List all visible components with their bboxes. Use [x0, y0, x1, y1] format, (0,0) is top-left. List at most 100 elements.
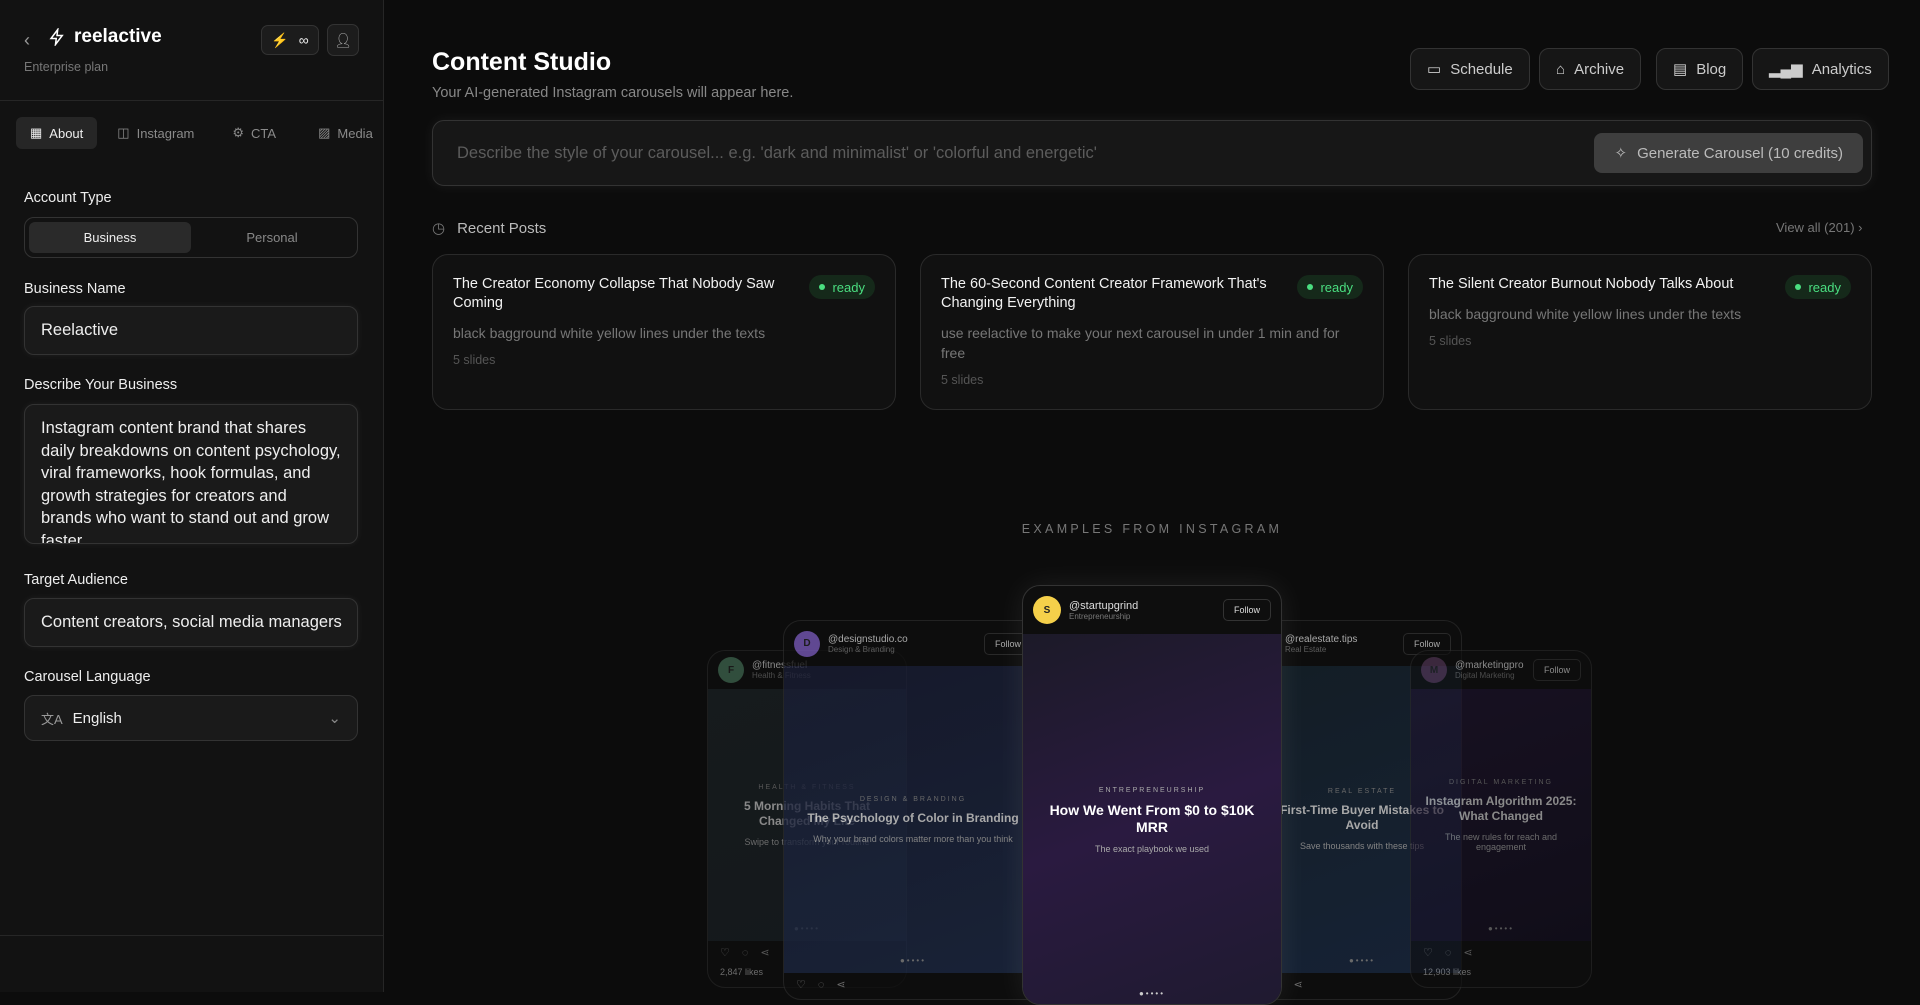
example-phone: D @designstudio.co Design & Branding Follow…	[783, 620, 1043, 1000]
tab-label: About	[49, 125, 84, 141]
brand: reelactive	[48, 26, 162, 48]
business-name-label: Business Name	[24, 281, 126, 297]
language-label: Carousel Language	[24, 669, 151, 685]
view-all-link[interactable]: View all (201) ›	[1776, 220, 1863, 235]
follow-button[interactable]: Follow	[1532, 659, 1581, 681]
slide-category: DESIGN & BRANDING	[859, 795, 967, 803]
calendar-icon: ▭	[1427, 61, 1442, 78]
plan-label: Enterprise plan	[24, 60, 109, 74]
user-button[interactable]: 👤︎	[327, 24, 359, 56]
category: Design & Branding	[828, 644, 895, 654]
building-icon: ▦	[30, 125, 43, 140]
prompt-bar: ✧ Generate Carousel (10 credits)	[432, 120, 1872, 186]
slide-subtitle: Why your brand colors matter more than y…	[813, 833, 1013, 844]
audience-input[interactable]: Content creators, social media managers	[24, 598, 358, 647]
tab-label: Instagram	[136, 125, 195, 141]
analytics-button[interactable]: ▂▄▆ Analytics	[1752, 48, 1889, 90]
view-all-label: View all (201)	[1776, 220, 1855, 235]
credits-value: ∞	[298, 32, 309, 48]
slide-category: DIGITAL MARKETING	[1448, 778, 1553, 786]
avatar: D	[794, 630, 820, 657]
status-badge: ready	[1785, 275, 1851, 299]
post-slide-count: 5 slides	[941, 373, 984, 387]
page-title: Content Studio	[432, 48, 612, 76]
status-badge: ready	[809, 275, 875, 299]
language-value: English	[72, 709, 122, 727]
account-type-business[interactable]: Business	[29, 222, 191, 253]
slide: DIGITAL MARKETING Instagram Algorithm 202…	[1411, 689, 1591, 941]
newspaper-icon: ▤	[1673, 61, 1688, 78]
tab-media[interactable]: ▨ Media	[300, 117, 391, 149]
slide: ENTREPRENEURSHIP How We Went From $0 to $…	[1023, 634, 1281, 1004]
audience-value: Content creators, social media managers	[41, 613, 342, 631]
back-chevron-icon[interactable]: ‹	[24, 30, 30, 50]
tab-label: CTA	[251, 125, 277, 141]
share-icon: ⋖	[760, 947, 770, 959]
bolt-icon: ⚡	[271, 31, 289, 48]
bolt-icon	[49, 28, 64, 46]
handle: @marketingpro	[1455, 660, 1524, 671]
likes-label: likes	[745, 967, 764, 977]
handle: @realestate.tips	[1285, 633, 1358, 645]
comment-icon: ◌	[817, 979, 825, 991]
sidebar: ‹ reelactive Enterprise plan ⚡ ∞ 👤︎ ▦ Abou…	[0, 0, 384, 992]
post-description: black bagground white yellow lines under…	[1429, 306, 1742, 322]
clock-icon: ◷	[432, 220, 446, 237]
tab-cta[interactable]: ⚙ CTA	[214, 117, 294, 149]
gear-icon: ⚙	[232, 125, 245, 140]
button-label: Schedule	[1450, 60, 1513, 78]
share-icon: ⋖	[836, 979, 846, 991]
post-description: use reelactive to make your next carouse…	[941, 325, 1340, 361]
account-type-toggle: Business Personal	[24, 217, 358, 258]
likes-count: 12,903	[1423, 967, 1451, 977]
category: Digital Marketing	[1455, 671, 1515, 680]
avatar: M	[1421, 657, 1447, 683]
translate-icon: 文A	[41, 711, 63, 727]
slide: DESIGN & BRANDING The Psychology of Color…	[784, 666, 1042, 973]
status-label: ready	[1320, 279, 1353, 295]
account-type-personal[interactable]: Personal	[246, 230, 298, 245]
tab-about[interactable]: ▦ About	[16, 117, 98, 149]
account-type-label: Account Type	[24, 190, 112, 206]
camera-icon: ◫	[117, 125, 130, 140]
post-title: The Creator Economy Collapse That Nobody…	[453, 276, 775, 311]
status-label: ready	[832, 279, 865, 295]
audience-label: Target Audience	[24, 572, 128, 588]
post-card[interactable]: The Silent Creator Burnout Nobody Talks …	[1408, 254, 1872, 410]
chevron-down-icon: ⌄	[328, 710, 341, 727]
button-label: Generate Carousel (10 credits)	[1637, 144, 1843, 162]
post-card[interactable]: The Creator Economy Collapse That Nobody…	[432, 254, 896, 410]
language-select[interactable]: 文A English ⌄	[24, 695, 358, 741]
button-label: Archive	[1574, 60, 1625, 78]
heart-icon: ♡	[796, 979, 806, 991]
handle: @designstudio.co	[828, 633, 908, 645]
describe-textarea[interactable]: Instagram content brand that shares dail…	[24, 404, 358, 544]
schedule-button[interactable]: ▭ Schedule	[1410, 48, 1530, 90]
user-icon: 👤︎	[334, 31, 352, 48]
avatar: S	[1033, 596, 1061, 624]
button-label: Analytics	[1811, 60, 1872, 78]
post-slide-count: 5 slides	[1429, 334, 1472, 348]
slide-title: Instagram Algorithm 2025: What Changed	[1425, 793, 1577, 823]
post-description: black bagground white yellow lines under…	[453, 325, 766, 341]
prompt-input[interactable]	[457, 121, 1557, 185]
follow-button[interactable]: Follow	[1222, 599, 1271, 621]
examples-label: EXAMPLES FROM INSTAGRAM	[1021, 522, 1283, 536]
share-icon: ⋖	[1463, 947, 1473, 959]
slide-subtitle: The exact playbook we used	[1094, 843, 1210, 854]
tab-instagram[interactable]: ◫ Instagram	[103, 117, 208, 149]
category: Entrepreneurship	[1069, 611, 1131, 621]
slide-category: ENTREPRENEURSHIP	[1098, 786, 1206, 794]
credits-button[interactable]: ⚡ ∞	[261, 25, 319, 55]
archive-button[interactable]: ⌂ Archive	[1539, 48, 1642, 90]
blog-button[interactable]: ▤ Blog	[1656, 48, 1744, 90]
slide-category: REAL ESTATE	[1327, 788, 1397, 795]
describe-label: Describe Your Business	[24, 377, 178, 393]
avatar: F	[718, 657, 744, 683]
business-name-input[interactable]: Reelactive	[24, 306, 358, 355]
post-card[interactable]: The 60-Second Content Creator Framework …	[920, 254, 1384, 410]
generate-button[interactable]: ✧ Generate Carousel (10 credits)	[1594, 133, 1863, 173]
slide-title: The Psychology of Color in Branding	[807, 810, 1019, 825]
slide-title: How We Went From $0 to $10K MRR	[1049, 801, 1255, 835]
comment-icon: ◌	[1444, 947, 1452, 959]
